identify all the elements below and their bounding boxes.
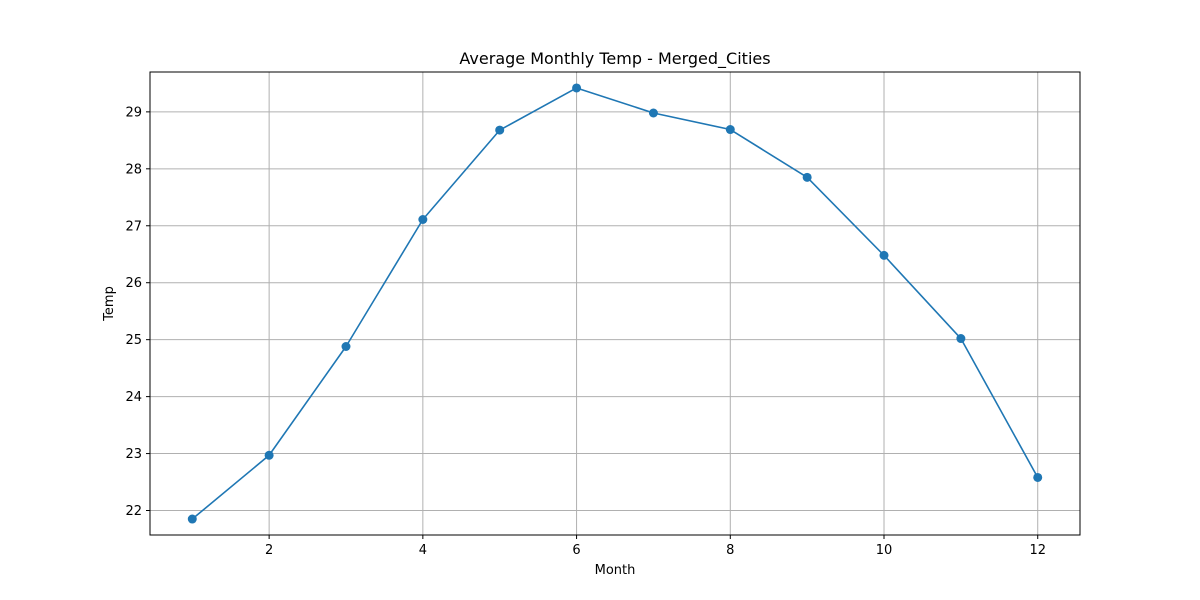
y-tick-label: 26 [125,276,142,291]
chart-title: Average Monthly Temp - Merged_Cities [459,49,770,69]
y-tick-label: 25 [125,333,142,348]
data-point [648,108,658,118]
y-tick-label: 29 [125,105,142,120]
data-point [572,83,582,93]
y-tick-label: 28 [125,162,142,177]
y-axis-label: Temp [102,286,117,322]
y-tick-label: 22 [125,504,142,519]
series-layer [187,83,1043,524]
y-tick-label: 23 [125,447,142,462]
data-point [341,341,351,351]
data-point [725,125,735,135]
x-tick-label: 10 [876,543,893,558]
data-point [879,250,889,260]
x-axis-label: Month [595,563,636,578]
x-tick-label: 2 [265,543,273,558]
data-point [418,214,428,224]
x-tick-label: 8 [726,543,734,558]
data-point [495,125,505,135]
data-point [802,172,812,182]
y-tick-label: 27 [125,219,142,234]
data-point [264,450,274,460]
data-point [1033,472,1043,482]
axes-frame [149,71,1081,536]
x-tick-label: 12 [1029,543,1046,558]
grid [150,72,1080,535]
data-point [956,334,966,344]
series-line [191,87,1039,520]
x-tick-label: 4 [419,543,427,558]
y-tick-label: 24 [125,390,142,405]
data-point [187,514,197,524]
x-tick-label: 6 [572,543,580,558]
